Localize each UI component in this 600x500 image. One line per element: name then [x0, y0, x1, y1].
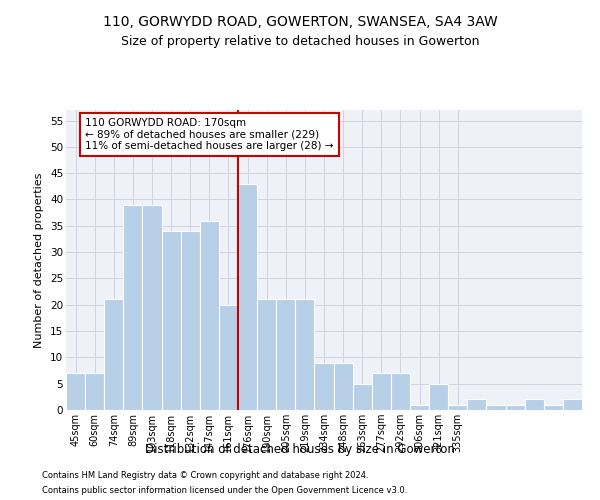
Bar — [467, 400, 487, 410]
Bar — [506, 404, 524, 410]
Bar — [487, 404, 506, 410]
Bar — [429, 384, 448, 410]
Bar — [104, 300, 124, 410]
Text: Distribution of detached houses by size in Gowerton: Distribution of detached houses by size … — [145, 442, 455, 456]
Bar — [544, 404, 563, 410]
Bar — [410, 404, 429, 410]
Text: Size of property relative to detached houses in Gowerton: Size of property relative to detached ho… — [121, 35, 479, 48]
Bar — [66, 373, 85, 410]
Bar — [563, 400, 582, 410]
Bar — [200, 220, 219, 410]
Bar — [448, 404, 467, 410]
Bar — [124, 204, 142, 410]
Bar — [334, 362, 353, 410]
Bar — [391, 373, 410, 410]
Bar — [276, 300, 295, 410]
Bar — [257, 300, 276, 410]
Bar — [353, 384, 372, 410]
Bar — [295, 300, 314, 410]
Bar — [314, 362, 334, 410]
Bar — [238, 184, 257, 410]
Bar — [181, 231, 200, 410]
Bar — [142, 204, 161, 410]
Text: 110 GORWYDD ROAD: 170sqm
← 89% of detached houses are smaller (229)
11% of semi-: 110 GORWYDD ROAD: 170sqm ← 89% of detach… — [85, 118, 334, 151]
Text: 110, GORWYDD ROAD, GOWERTON, SWANSEA, SA4 3AW: 110, GORWYDD ROAD, GOWERTON, SWANSEA, SA… — [103, 15, 497, 29]
Bar — [161, 231, 181, 410]
Text: Contains HM Land Registry data © Crown copyright and database right 2024.: Contains HM Land Registry data © Crown c… — [42, 471, 368, 480]
Bar — [372, 373, 391, 410]
Bar — [85, 373, 104, 410]
Bar — [524, 400, 544, 410]
Bar — [219, 304, 238, 410]
Y-axis label: Number of detached properties: Number of detached properties — [34, 172, 44, 348]
Text: Contains public sector information licensed under the Open Government Licence v3: Contains public sector information licen… — [42, 486, 407, 495]
